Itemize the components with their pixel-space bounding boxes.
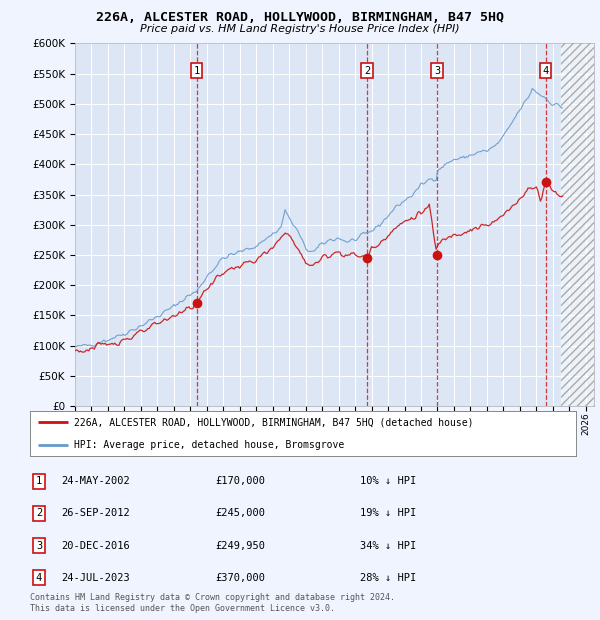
Text: 1: 1 xyxy=(36,476,42,486)
Text: 2: 2 xyxy=(36,508,42,518)
Text: 10% ↓ HPI: 10% ↓ HPI xyxy=(360,476,416,486)
Text: £170,000: £170,000 xyxy=(215,476,265,486)
Text: 26-SEP-2012: 26-SEP-2012 xyxy=(62,508,130,518)
Text: 20-DEC-2016: 20-DEC-2016 xyxy=(62,541,130,551)
Text: 226A, ALCESTER ROAD, HOLLYWOOD, BIRMINGHAM, B47 5HQ: 226A, ALCESTER ROAD, HOLLYWOOD, BIRMINGH… xyxy=(96,11,504,24)
Text: 28% ↓ HPI: 28% ↓ HPI xyxy=(360,573,416,583)
Text: 24-MAY-2002: 24-MAY-2002 xyxy=(62,476,130,486)
Text: 1: 1 xyxy=(193,66,200,76)
Text: £370,000: £370,000 xyxy=(215,573,265,583)
Text: £245,000: £245,000 xyxy=(215,508,265,518)
Text: 2: 2 xyxy=(364,66,370,76)
Text: 4: 4 xyxy=(542,66,548,76)
Bar xyxy=(561,43,594,406)
Text: Contains HM Land Registry data © Crown copyright and database right 2024.
This d: Contains HM Land Registry data © Crown c… xyxy=(30,593,395,613)
Text: HPI: Average price, detached house, Bromsgrove: HPI: Average price, detached house, Brom… xyxy=(74,440,344,450)
Text: 4: 4 xyxy=(36,573,42,583)
Text: 19% ↓ HPI: 19% ↓ HPI xyxy=(360,508,416,518)
Text: 226A, ALCESTER ROAD, HOLLYWOOD, BIRMINGHAM, B47 5HQ (detached house): 226A, ALCESTER ROAD, HOLLYWOOD, BIRMINGH… xyxy=(74,417,473,427)
Text: 24-JUL-2023: 24-JUL-2023 xyxy=(62,573,130,583)
Bar xyxy=(561,43,594,406)
Text: Price paid vs. HM Land Registry's House Price Index (HPI): Price paid vs. HM Land Registry's House … xyxy=(140,24,460,34)
Text: 3: 3 xyxy=(36,541,42,551)
Text: 34% ↓ HPI: 34% ↓ HPI xyxy=(360,541,416,551)
Text: £249,950: £249,950 xyxy=(215,541,265,551)
Text: 3: 3 xyxy=(434,66,440,76)
